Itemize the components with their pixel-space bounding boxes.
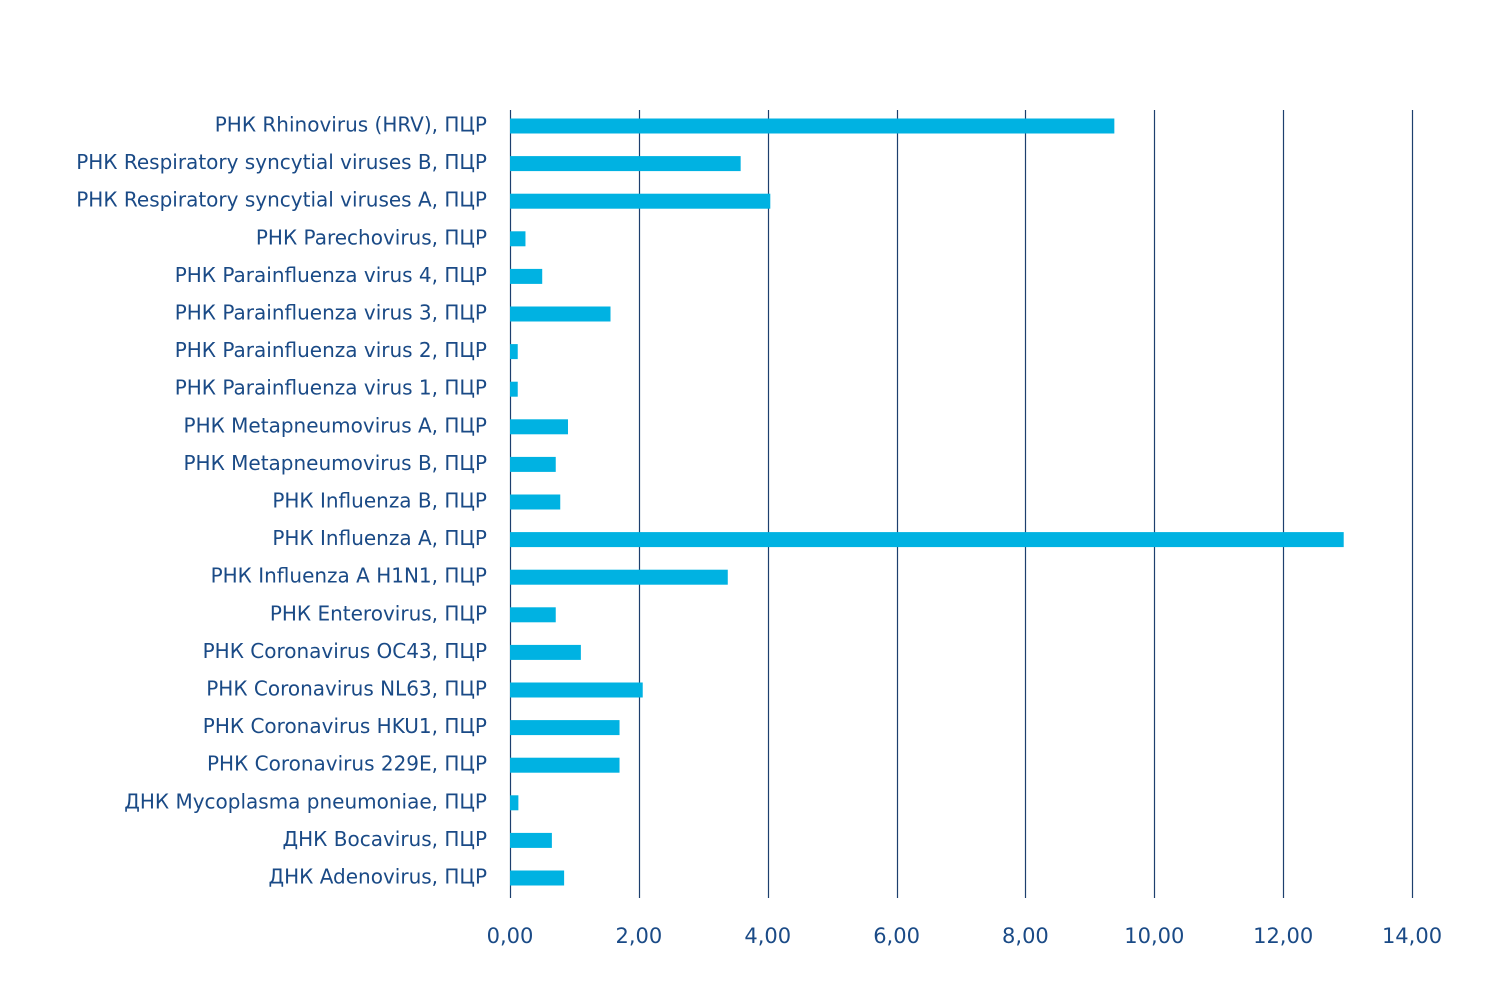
bar (510, 306, 611, 322)
bar (510, 381, 518, 397)
bar (510, 268, 543, 284)
bar (510, 456, 556, 472)
bar (510, 569, 728, 585)
category-label: РНК Coronavirus 229E, ПЦР (207, 752, 487, 776)
bar (510, 419, 568, 435)
x-tick-label: 6,00 (873, 924, 920, 948)
bar (510, 494, 561, 510)
category-label: РНК Respiratory syncytial viruses A, ПЦР (76, 188, 487, 212)
category-label: РНК Coronavirus NL63, ПЦР (206, 677, 487, 701)
category-label: ДНК Bocavirus, ПЦР (283, 827, 487, 851)
category-label: РНК Parainfluenza virus 1, ПЦР (175, 376, 487, 400)
category-label: РНК Respiratory syncytial viruses B, ПЦР (76, 150, 487, 174)
x-tick-label: 4,00 (744, 924, 791, 948)
x-tick-label: 14,00 (1382, 924, 1442, 948)
x-tick-label: 2,00 (615, 924, 662, 948)
bar (510, 795, 519, 811)
bar (510, 532, 1344, 548)
category-label: РНК Parainfluenza virus 2, ПЦР (175, 338, 487, 362)
bar (510, 870, 565, 886)
category-labels: РНК Rhinovirus (HRV), ПЦР РНК Respiratory… (76, 113, 487, 889)
bar (510, 607, 556, 623)
bar (510, 720, 620, 736)
bar (510, 682, 643, 698)
bar (510, 644, 581, 660)
category-label: РНК Influenza A, ПЦР (272, 526, 487, 550)
bar (510, 193, 771, 209)
category-label: РНК Coronavirus OC43, ПЦР (203, 639, 487, 663)
x-tick-label: 12,00 (1253, 924, 1313, 948)
bar (510, 344, 518, 360)
category-label: РНК Metapneumovirus A, ПЦР (184, 413, 487, 437)
bar (510, 118, 1115, 134)
category-label: РНК Rhinovirus (HRV), ПЦР (215, 113, 487, 137)
category-label: РНК Enterovirus, ПЦР (270, 601, 487, 625)
category-label: РНК Parainfluenza virus 3, ПЦР (175, 301, 487, 325)
category-label: РНК Influenza B, ПЦР (272, 489, 487, 513)
category-label: РНК Coronavirus HKU1, ПЦР (203, 714, 487, 738)
x-axis-tick-labels: 0,00 2,00 4,00 6,00 8,00 10,00 12,00 14,00 (487, 924, 1442, 948)
bars (510, 118, 1344, 886)
category-label: ДНК Adenovirus, ПЦР (268, 865, 487, 889)
bar (510, 832, 552, 848)
category-label: РНК Parainfluenza virus 4, ПЦР (175, 263, 487, 287)
bar (510, 757, 620, 773)
category-label: РНК Influenza A H1N1, ПЦР (211, 564, 487, 588)
category-label: РНК Parechovirus, ПЦР (256, 225, 487, 249)
bar (510, 156, 741, 172)
grid-lines (509, 110, 1414, 898)
x-tick-label: 8,00 (1002, 924, 1049, 948)
x-tick-label: 10,00 (1124, 924, 1184, 948)
category-label: РНК Metapneumovirus B, ПЦР (183, 451, 487, 475)
bar (510, 231, 526, 247)
x-tick-label: 0,00 (487, 924, 534, 948)
category-label: ДНК Mycoplasma pneumoniae, ПЦР (124, 789, 487, 813)
